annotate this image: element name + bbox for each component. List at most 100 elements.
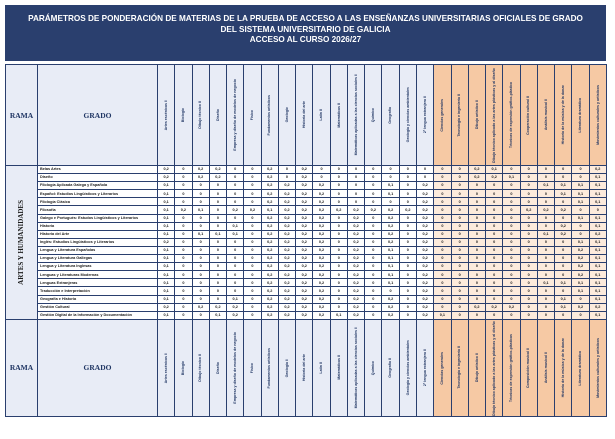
weight-cell: 0,2 [312, 286, 331, 296]
weight-cell: 0 [208, 237, 228, 247]
weight-cell: 0,2 [554, 221, 573, 231]
weight-cell: 0,1 [571, 181, 590, 191]
weight-cell: 0 [364, 197, 383, 207]
weight-cell: 0 [519, 278, 538, 288]
weight-cell: 0 [174, 173, 193, 183]
weight-cell: 0 [191, 262, 210, 272]
weight-cell: 0 [208, 213, 228, 223]
bottom-subject-header: Artes escénicas II [156, 318, 176, 417]
subject-name: Geología y ciencias ambientales [405, 340, 410, 396]
weight-cell: 0,2 [260, 245, 279, 256]
weight-cell: 0 [536, 245, 556, 256]
weight-cell: 0 [243, 278, 262, 288]
weight-cell: 0 [554, 173, 573, 183]
bottom-subject-header: Diseño [208, 318, 228, 417]
weight-cell: 0 [243, 197, 262, 207]
weight-cell: 0,2 [415, 278, 435, 288]
weight-cell: 0,2 [295, 205, 314, 215]
weight-cell: 0,2 [260, 229, 279, 239]
weight-cell: 0 [398, 262, 417, 272]
weight-cell: 0,1 [433, 310, 452, 320]
weight-cell: 0 [519, 270, 538, 280]
weight-cell: 0 [536, 173, 556, 183]
weight-cell: 0,2 [277, 181, 297, 191]
weight-cell: 0 [450, 229, 469, 239]
weight-cell: 0,2 [485, 173, 504, 183]
subject-name: Dibujo técnico aplicado a las artes plás… [491, 319, 496, 416]
weight-cell: 0,2 [381, 205, 400, 215]
weight-cell: 0,2 [312, 221, 331, 231]
weight-cell: 0 [329, 221, 348, 231]
weight-cell: 0 [485, 197, 504, 207]
weight-cell: 0,2 [312, 270, 331, 280]
weight-cell: 0 [364, 254, 383, 264]
weight-cell: 0 [398, 197, 417, 207]
top-subject-header: Dibujo técnico II [191, 64, 210, 166]
weight-cell: 0,1 [554, 278, 573, 288]
weight-cell: 0 [243, 173, 262, 183]
weight-cell: 0,1 [536, 278, 556, 288]
subject-name: Dibujo artístico II [474, 100, 479, 130]
weight-cell: 0,2 [346, 254, 366, 264]
weight-cell: 0 [433, 237, 452, 247]
subject-name: Movimientos culturales y artísticos [595, 337, 600, 398]
weight-cell: 0,2 [277, 245, 297, 256]
top-subject-header: Diseño [208, 64, 228, 166]
weight-cell: 0 [277, 173, 297, 183]
weight-cell: 0 [519, 262, 538, 272]
weight-cell: 0 [450, 237, 469, 247]
weight-cell: 0,2 [398, 205, 417, 215]
weight-cell: 0,1 [381, 270, 400, 280]
weight-cell: 0 [519, 245, 538, 256]
weight-cell: 0 [191, 270, 210, 280]
subject-name: Latín II [319, 361, 324, 374]
weight-cell: 0 [398, 189, 417, 199]
weight-cell: 0,2 [312, 189, 331, 199]
weight-cell: 0,2 [415, 294, 435, 304]
bottom-subject-header: Química [364, 318, 383, 417]
weight-cell: 0 [433, 270, 452, 280]
weight-cell: 0,2 [571, 302, 590, 312]
weight-cell: 0 [554, 270, 573, 280]
top-subject-header: Dibujo artístico II [467, 64, 487, 166]
weight-cell: 0,1 [156, 197, 176, 207]
weight-cell: 0,2 [191, 302, 210, 312]
top-subject-header: Movimientos culturales y artísticos [588, 64, 607, 166]
weight-cell: 0 [502, 213, 521, 223]
weight-cell: 0,2 [346, 302, 366, 312]
weight-cell: 0,1 [588, 197, 607, 207]
weight-cell: 0,2 [295, 197, 314, 207]
title-line-1: PARÁMETROS DE PONDERACIÓN DE MATERIAS DE… [28, 14, 583, 23]
weight-cell: 0 [485, 262, 504, 272]
weight-cell: 0,2 [156, 164, 176, 175]
degree-name: Belas Artes [37, 164, 158, 175]
weight-cell: 0,2 [277, 197, 297, 207]
weight-cell: 0,2 [381, 237, 400, 247]
bottom-subject-header: Composición musical II [519, 318, 538, 417]
bottom-subject-header: Dibujo técnico II [191, 318, 210, 417]
weight-cell: 0,2 [346, 286, 366, 296]
weight-cell: 0,2 [312, 229, 331, 239]
weight-cell: 0,1 [571, 213, 590, 223]
weight-cell: 0 [588, 205, 607, 215]
weight-cell: 0 [329, 181, 348, 191]
weight-cell: 0,2 [260, 286, 279, 296]
subject-name: Análisis musical II [543, 99, 548, 131]
top-subject-header: Matemáticas aplicadas a las ciencias soc… [346, 64, 366, 166]
weight-cell: 0,1 [571, 237, 590, 247]
weight-cell: 0 [174, 189, 193, 199]
top-subject-header: Artes escénicas II [156, 64, 176, 166]
weight-cell: 0 [398, 310, 417, 320]
weight-cell: 0 [554, 213, 573, 223]
weight-cell: 0,1 [156, 286, 176, 296]
weight-cell: 0,2 [260, 270, 279, 280]
weight-cell: 0 [467, 262, 487, 272]
weight-cell: 0,2 [277, 278, 297, 288]
weight-cell: 0 [502, 189, 521, 199]
weight-cell: 0 [398, 213, 417, 223]
weight-cell: 0 [433, 229, 452, 239]
weight-cell: 0 [226, 245, 245, 256]
bottom-subject-header: Biología [174, 318, 193, 417]
weight-cell: 0 [536, 237, 556, 247]
weight-cell: 0,2 [312, 245, 331, 256]
